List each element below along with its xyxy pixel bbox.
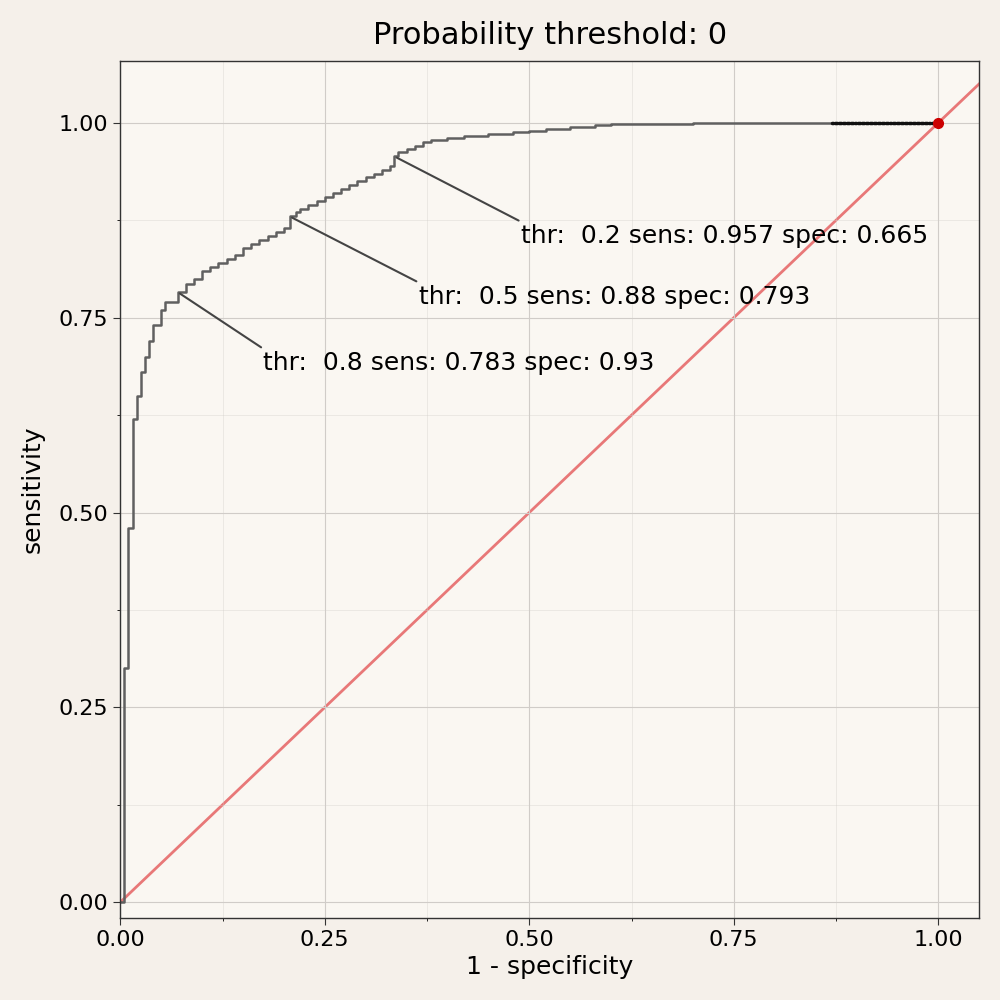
Text: thr:  0.8 sens: 0.783 spec: 0.93: thr: 0.8 sens: 0.783 spec: 0.93 [263,351,655,375]
Y-axis label: sensitivity: sensitivity [21,425,45,553]
Title: Probability threshold: 0: Probability threshold: 0 [373,21,727,50]
X-axis label: 1 - specificity: 1 - specificity [466,955,633,979]
Text: thr:  0.2 sens: 0.957 spec: 0.665: thr: 0.2 sens: 0.957 spec: 0.665 [521,224,928,248]
Text: thr:  0.5 sens: 0.88 spec: 0.793: thr: 0.5 sens: 0.88 spec: 0.793 [419,285,810,309]
